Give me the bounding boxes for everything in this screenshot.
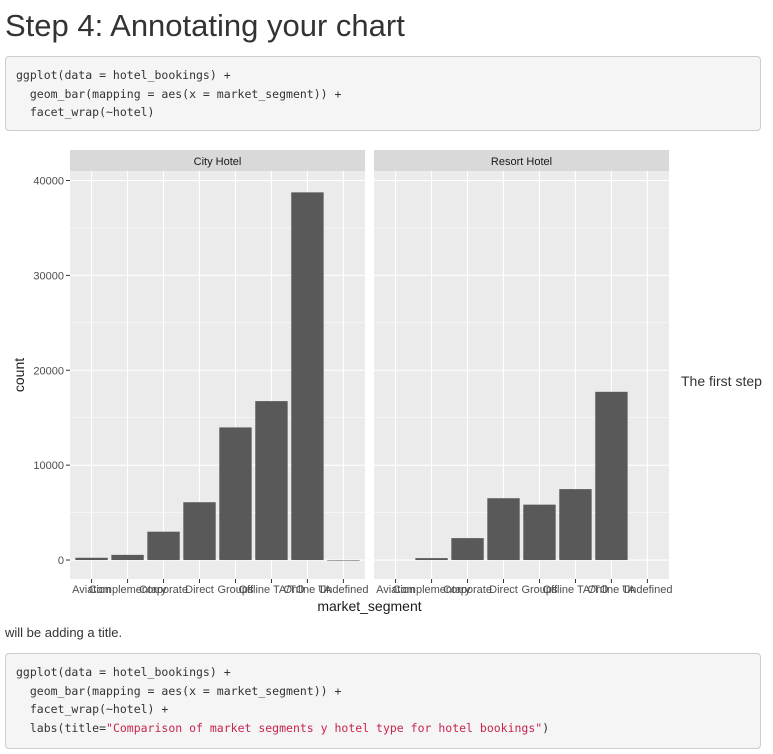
code-block-2: ggplot(data = hotel_bookings) + geom_bar… <box>5 653 761 749</box>
code-line-labs: labs(title="Comparison of market segment… <box>16 719 750 738</box>
bar <box>183 502 216 561</box>
x-tick-label: Corporate <box>443 584 492 596</box>
bar <box>255 401 288 561</box>
code-title-string: "Comparison of market segments y hotel t… <box>106 720 543 735</box>
x-tick-label: Online TA <box>283 584 332 596</box>
code-line: ggplot(data = hotel_bookings) + <box>16 68 231 82</box>
bar <box>327 560 360 561</box>
x-axis-title: market_segment <box>317 598 421 614</box>
y-axis-title: count <box>11 358 27 392</box>
bar <box>595 391 628 561</box>
x-tick-label: Offline TA/TO <box>543 584 609 596</box>
bar <box>415 558 448 561</box>
x-tick-label: Aviation <box>72 584 111 596</box>
bar <box>75 557 108 561</box>
facet-strip-label: City Hotel <box>194 156 242 168</box>
x-tick-label: Corporate <box>139 584 188 596</box>
x-tick-label: Undefined <box>318 584 368 596</box>
code-block-1: ggplot(data = hotel_bookings) + geom_bar… <box>5 56 761 131</box>
facet-strip <box>374 150 669 171</box>
code-line: facet_wrap(~hotel) + <box>16 702 169 716</box>
bar <box>147 531 180 561</box>
bar <box>291 192 324 561</box>
x-tick-label: Complementary <box>89 584 167 596</box>
bar <box>487 498 520 561</box>
code-line: facet_wrap(~hotel) <box>16 105 155 119</box>
x-tick-label: Direct <box>185 584 214 596</box>
page-title: Step 4: Annotating your chart <box>5 8 405 43</box>
y-tick-label: 40000 <box>33 175 64 187</box>
facet-strip <box>70 150 365 171</box>
y-tick-label: 20000 <box>33 365 64 377</box>
x-tick-label: Direct <box>489 584 518 596</box>
y-tick-label: 10000 <box>33 460 64 472</box>
x-tick-label: Groups <box>521 584 558 596</box>
x-tick-label: Undefined <box>622 584 672 596</box>
bar <box>219 427 252 561</box>
bar <box>111 554 144 561</box>
bar <box>559 489 592 561</box>
code-line: geom_bar(mapping = aes(x = market_segmen… <box>16 86 342 101</box>
x-tick-label: Online TA <box>587 584 636 596</box>
code-line: geom_bar(mapping = aes(x = market_segmen… <box>16 683 342 698</box>
paragraph-text-continued: will be adding a title. <box>5 625 123 640</box>
y-tick-label: 30000 <box>33 270 64 282</box>
facet-strip-label: Resort Hotel <box>491 156 552 168</box>
code-labs-prefix: labs(title= <box>16 720 107 735</box>
code-labs-suffix: ) <box>542 720 550 735</box>
bar <box>523 504 556 561</box>
x-tick-label: Offline TA/TO <box>239 584 305 596</box>
paragraph-text-start: The first step <box>681 373 762 389</box>
x-tick-label: Complementary <box>393 584 471 596</box>
bar <box>451 538 484 561</box>
x-tick-label: Groups <box>217 584 254 596</box>
faceted-bar-chart: City HotelAviationComplementaryCorporate… <box>11 150 672 614</box>
x-tick-label: Aviation <box>376 584 415 596</box>
code-line: ggplot(data = hotel_bookings) + <box>16 665 231 679</box>
y-tick-label: 0 <box>58 555 64 567</box>
